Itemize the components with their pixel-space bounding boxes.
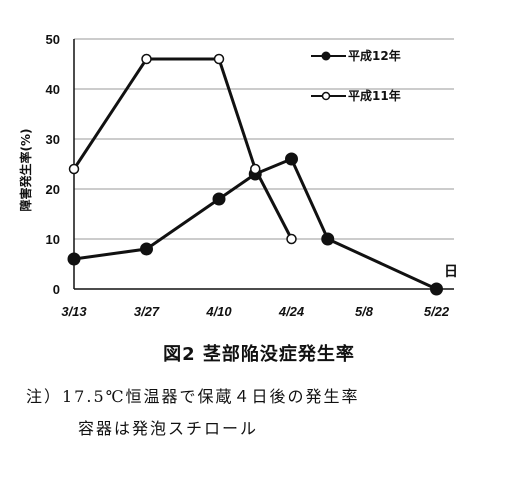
y-tick-label: 10 — [46, 232, 60, 247]
x-tick-label: 5/8 — [355, 304, 374, 319]
data-point — [285, 152, 298, 166]
data-point — [212, 192, 226, 206]
x-unit-label: 日 — [444, 263, 458, 279]
legend-label: 平成11年 — [348, 88, 401, 103]
data-point — [213, 53, 225, 65]
legend-label: 平成12年 — [348, 48, 401, 63]
data-point — [68, 163, 80, 175]
data-point — [140, 242, 153, 256]
x-tick-label: 3/13 — [61, 304, 87, 319]
data-point — [250, 163, 261, 175]
series-layer — [67, 53, 443, 296]
data-point — [286, 233, 297, 245]
y-axis-label: 障害発生率(%) — [18, 129, 33, 212]
x-tick-label: 3/27 — [134, 304, 160, 319]
x-tick-label: 5/22 — [424, 304, 450, 319]
y-tick-label: 30 — [46, 132, 60, 147]
x-tick-labels: 3/13 3/27 4/10 4/24 5/8 5/22 — [61, 304, 450, 319]
data-point — [321, 232, 335, 246]
note-line-1: 注）17.5℃恒温器で保蔵４日後の発生率 — [26, 387, 360, 406]
figure-title: 図2 茎部陥没症発生率 — [163, 344, 355, 365]
gridlines — [74, 38, 454, 240]
y-tick-label: 0 — [53, 282, 60, 297]
y-tick-label: 20 — [46, 182, 60, 197]
x-tick-label: 4/10 — [205, 304, 232, 319]
data-point — [141, 53, 152, 65]
y-tick-labels: 0 10 20 30 40 50 — [46, 32, 60, 297]
data-point — [67, 252, 81, 266]
data-point — [430, 282, 443, 296]
y-tick-label: 40 — [46, 82, 60, 97]
legend-marker — [321, 51, 331, 61]
legend-marker — [321, 91, 331, 101]
x-tick-label: 4/24 — [278, 304, 305, 319]
y-tick-label: 50 — [46, 32, 60, 47]
series-line — [72, 57, 293, 240]
chart: 0 10 20 30 40 50 3/13 3/27 4/10 4/24 5/8 5/22 平成12… — [18, 32, 458, 319]
note-line-2: 容器は発泡スチロール — [78, 419, 259, 438]
